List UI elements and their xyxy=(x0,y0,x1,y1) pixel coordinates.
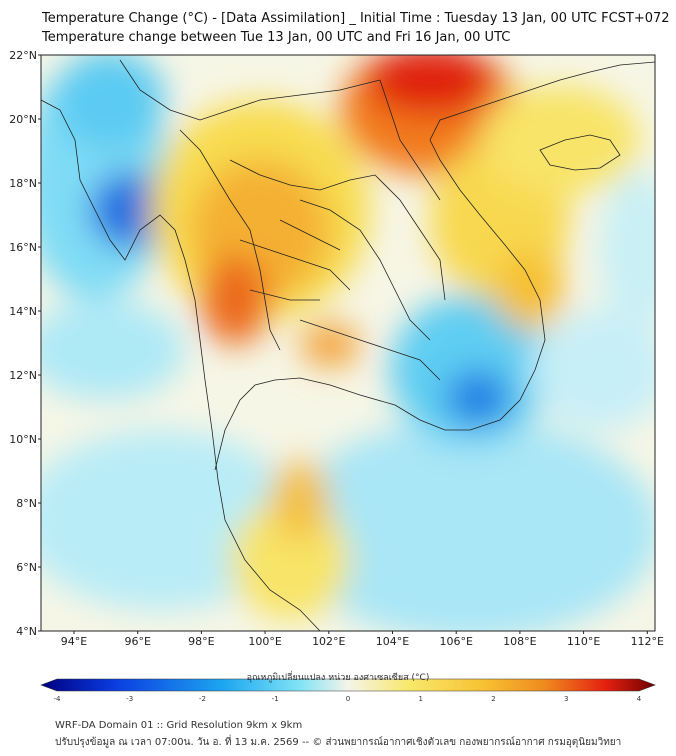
province-borders xyxy=(239,219,351,301)
lat-label: 12°N xyxy=(9,369,37,382)
colorbar-tick-label: 0 xyxy=(346,695,350,703)
cool-cambodia xyxy=(390,295,550,445)
map-frame xyxy=(40,54,656,632)
lat-label: 10°N xyxy=(9,433,37,446)
colorbar-ticks: -4 -3 -2 -1 0 1 2 3 4 xyxy=(54,695,642,703)
footer-credit: ปรับปรุงข้อมูล ณ เวลา 07:00น. วัน อ. ที่… xyxy=(55,737,622,748)
colorbar-tick-label: -3 xyxy=(126,695,133,703)
lat-label: 20°N xyxy=(9,113,37,126)
lon-label: 96°E xyxy=(124,635,150,648)
northern-border xyxy=(119,59,381,121)
warm-vietnam-coast xyxy=(495,250,565,330)
footer-model-info: WRF-DA Domain 01 :: Grid Resolution 9km … xyxy=(55,720,303,731)
thailand-laos-border xyxy=(229,159,446,301)
colorbar-label: อุณหภูมิเปลี่ยนแปลง หน่วย องศาเซลเซียส (… xyxy=(246,673,430,683)
lon-label: 112°E xyxy=(631,635,664,648)
warm-malaysia xyxy=(230,500,350,620)
colorbar-tick-label: 4 xyxy=(637,695,642,703)
cold-spot-cambodia xyxy=(446,370,510,426)
map-subtitle: Temperature change between Tue 13 Jan, 0… xyxy=(42,30,511,45)
lat-label: 6°N xyxy=(16,561,37,574)
lat-label: 8°N xyxy=(16,497,37,510)
lat-label: 22°N xyxy=(9,49,37,62)
coastlines-borders xyxy=(41,59,655,631)
lat-label: 18°N xyxy=(9,177,37,190)
hot-spot-north-vietnam xyxy=(365,55,495,115)
colorbar-tick-label: -2 xyxy=(199,695,206,703)
cool-myanmar-north xyxy=(55,55,165,150)
longitude-ticks: 94°E 96°E 98°E 100°E 102°E 104°E 106°E 108°E 110… xyxy=(61,631,664,648)
west-coastline xyxy=(41,99,321,631)
temperature-field xyxy=(41,55,655,631)
lon-label: 100°E xyxy=(248,635,281,648)
cool-east-sea xyxy=(530,310,655,430)
lon-label: 108°E xyxy=(503,635,536,648)
gulf-vietnam-coastline xyxy=(214,61,655,471)
cold-spot-myanmar-coast xyxy=(90,172,170,248)
lon-label: 94°E xyxy=(61,635,87,648)
lon-label: 106°E xyxy=(439,635,472,648)
thailand-cambodia-border xyxy=(299,319,441,381)
cool-andaman-sea xyxy=(41,300,185,400)
lon-label: 110°E xyxy=(567,635,600,648)
colorbar-tick-label: 2 xyxy=(491,695,495,703)
laos-internal-border xyxy=(299,199,431,341)
cool-south-china-sea xyxy=(280,420,655,631)
colorbar-tick-label: -1 xyxy=(272,695,279,703)
hainan-island xyxy=(539,134,621,171)
lon-label: 104°E xyxy=(376,635,409,648)
latitude-ticks: 22°N 20°N 18°N 16°N 14°N 12°N 10°N 8°N 6°N 4°N xyxy=(9,49,41,638)
warm-central-thailand xyxy=(300,323,360,367)
colorbar xyxy=(40,678,656,692)
colorbar-tick-label: 1 xyxy=(419,695,423,703)
lon-label: 102°E xyxy=(312,635,345,648)
map-title: Temperature Change (°C) - [Data Assimila… xyxy=(42,11,670,26)
hot-spot-west-thailand xyxy=(200,255,270,345)
colorbar-tick-label: 3 xyxy=(564,695,568,703)
lat-label: 16°N xyxy=(9,241,37,254)
laos-vietnam-border xyxy=(379,79,441,201)
colorbar-tick-label: -4 xyxy=(54,695,62,703)
lat-label: 14°N xyxy=(9,305,37,318)
lat-label: 4°N xyxy=(16,625,37,638)
cool-far-east xyxy=(600,170,655,330)
thailand-myanmar-border xyxy=(179,129,281,351)
warm-peninsula xyxy=(270,460,330,540)
lon-label: 98°E xyxy=(188,635,214,648)
warm-gulf-tonkin xyxy=(480,85,640,195)
